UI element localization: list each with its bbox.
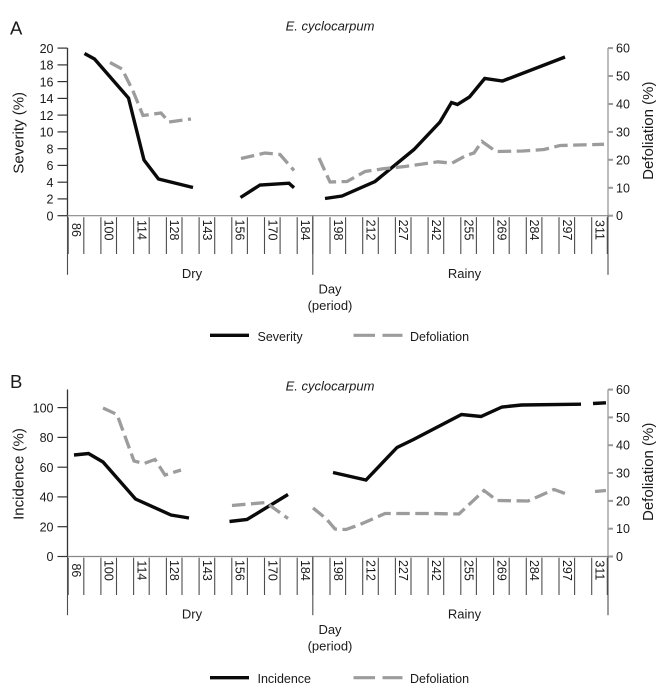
svg-text:12: 12 bbox=[40, 109, 54, 123]
svg-text:A: A bbox=[10, 18, 23, 39]
svg-text:227: 227 bbox=[396, 560, 410, 581]
svg-text:184: 184 bbox=[298, 220, 312, 241]
svg-text:14: 14 bbox=[40, 92, 54, 106]
svg-text:143: 143 bbox=[200, 560, 214, 581]
svg-text:2: 2 bbox=[47, 193, 54, 207]
svg-text:E. cyclocarpum: E. cyclocarpum bbox=[286, 379, 375, 394]
svg-text:E. cyclocarpum: E. cyclocarpum bbox=[286, 19, 375, 34]
svg-text:16: 16 bbox=[40, 75, 54, 89]
svg-text:242: 242 bbox=[429, 560, 443, 581]
svg-text:311: 311 bbox=[593, 220, 607, 240]
svg-text:Rainy: Rainy bbox=[448, 606, 482, 621]
svg-text:0: 0 bbox=[616, 209, 623, 223]
svg-text:242: 242 bbox=[429, 220, 443, 241]
svg-text:40: 40 bbox=[616, 98, 630, 112]
svg-text:100: 100 bbox=[33, 401, 54, 415]
svg-text:40: 40 bbox=[616, 439, 630, 453]
svg-text:Defoliation (%): Defoliation (%) bbox=[640, 423, 657, 521]
svg-text:100: 100 bbox=[102, 560, 116, 581]
svg-text:Severity: Severity bbox=[258, 330, 304, 344]
svg-text:212: 212 bbox=[364, 560, 378, 581]
svg-text:0: 0 bbox=[47, 550, 54, 564]
svg-text:Day: Day bbox=[318, 622, 342, 637]
svg-text:Dry: Dry bbox=[182, 266, 203, 281]
svg-text:114: 114 bbox=[134, 560, 148, 580]
svg-text:60: 60 bbox=[40, 461, 54, 475]
svg-text:269: 269 bbox=[494, 220, 508, 241]
svg-text:284: 284 bbox=[527, 220, 541, 241]
svg-text:227: 227 bbox=[396, 220, 410, 241]
svg-text:50: 50 bbox=[616, 70, 630, 84]
svg-text:86: 86 bbox=[69, 563, 83, 577]
svg-text:297: 297 bbox=[560, 220, 574, 241]
svg-text:0: 0 bbox=[616, 550, 623, 564]
svg-text:20: 20 bbox=[616, 153, 630, 167]
svg-text:(period): (period) bbox=[308, 638, 353, 653]
svg-text:100: 100 bbox=[102, 220, 116, 241]
svg-text:8: 8 bbox=[47, 142, 54, 156]
svg-text:Day: Day bbox=[318, 282, 342, 297]
svg-text:311: 311 bbox=[593, 560, 607, 580]
svg-text:297: 297 bbox=[560, 560, 574, 581]
svg-text:170: 170 bbox=[265, 560, 279, 581]
svg-text:170: 170 bbox=[265, 220, 279, 241]
svg-text:156: 156 bbox=[233, 560, 247, 581]
svg-text:60: 60 bbox=[616, 42, 630, 56]
svg-text:B: B bbox=[10, 371, 22, 392]
svg-text:(period): (period) bbox=[308, 298, 353, 313]
svg-text:30: 30 bbox=[616, 467, 630, 481]
svg-text:50: 50 bbox=[616, 411, 630, 425]
svg-text:Dry: Dry bbox=[182, 606, 203, 621]
svg-text:Severity (%): Severity (%) bbox=[11, 92, 28, 174]
svg-text:Incidence: Incidence bbox=[258, 672, 312, 686]
svg-text:Defoliation (%): Defoliation (%) bbox=[640, 82, 657, 180]
svg-text:20: 20 bbox=[40, 520, 54, 534]
svg-text:143: 143 bbox=[200, 220, 214, 241]
svg-text:128: 128 bbox=[167, 220, 181, 241]
svg-text:Incidence (%): Incidence (%) bbox=[11, 428, 28, 520]
svg-text:20: 20 bbox=[40, 42, 54, 56]
svg-text:10: 10 bbox=[40, 126, 54, 140]
svg-text:4: 4 bbox=[47, 176, 54, 190]
svg-text:0: 0 bbox=[47, 209, 54, 223]
svg-text:198: 198 bbox=[331, 220, 345, 241]
svg-text:Defoliation: Defoliation bbox=[410, 672, 469, 686]
svg-text:284: 284 bbox=[527, 560, 541, 581]
svg-text:6: 6 bbox=[47, 159, 54, 173]
svg-text:80: 80 bbox=[40, 431, 54, 445]
svg-text:Defoliation: Defoliation bbox=[410, 330, 469, 344]
svg-text:18: 18 bbox=[40, 59, 54, 73]
svg-text:212: 212 bbox=[364, 220, 378, 241]
svg-text:86: 86 bbox=[69, 223, 83, 237]
svg-text:Rainy: Rainy bbox=[448, 266, 482, 281]
svg-text:114: 114 bbox=[134, 220, 148, 240]
svg-text:156: 156 bbox=[233, 220, 247, 241]
svg-text:198: 198 bbox=[331, 560, 345, 581]
svg-text:60: 60 bbox=[616, 383, 630, 397]
svg-text:255: 255 bbox=[462, 220, 476, 241]
svg-text:10: 10 bbox=[616, 181, 630, 195]
svg-text:184: 184 bbox=[298, 560, 312, 581]
svg-text:10: 10 bbox=[616, 522, 630, 536]
svg-text:269: 269 bbox=[494, 560, 508, 581]
svg-text:20: 20 bbox=[616, 494, 630, 508]
svg-text:30: 30 bbox=[616, 125, 630, 139]
svg-text:40: 40 bbox=[40, 491, 54, 505]
svg-text:128: 128 bbox=[167, 560, 181, 581]
svg-text:255: 255 bbox=[462, 560, 476, 581]
